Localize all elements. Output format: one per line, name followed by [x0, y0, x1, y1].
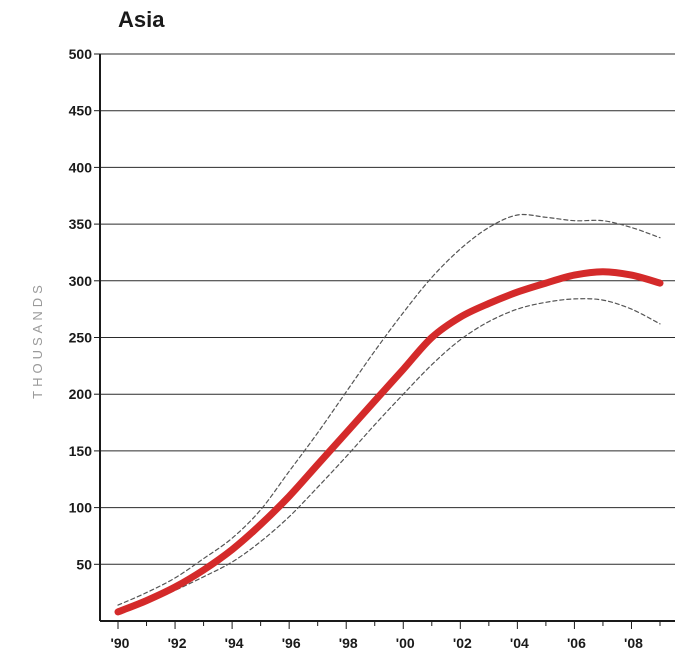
y-tick-label: 250 — [69, 330, 93, 346]
x-tick-label: '02 — [453, 635, 472, 651]
x-tick-label: '94 — [225, 635, 244, 651]
x-tick-label: '08 — [624, 635, 643, 651]
x-tick-label: '92 — [168, 635, 187, 651]
y-tick-label: 50 — [76, 556, 92, 572]
series-line-central-estimate — [114, 268, 664, 616]
series-lines — [114, 213, 664, 616]
x-tick-label: '96 — [282, 635, 301, 651]
x-tick-label: '04 — [510, 635, 529, 651]
y-tick-label: 200 — [69, 386, 93, 402]
x-tick-label: '90 — [111, 635, 130, 651]
y-tick-label: 500 — [69, 46, 93, 62]
series-line-upper-bound — [117, 213, 661, 606]
y-tick-label: 300 — [69, 273, 93, 289]
y-tick-label: 100 — [69, 500, 93, 516]
x-tick-label: '98 — [339, 635, 358, 651]
y-tick-label: 400 — [69, 159, 93, 175]
gridlines — [100, 53, 675, 565]
series-line-lower-bound — [117, 298, 661, 614]
x-tick-labels: '90 '92 '94 '96 '98 '00 '02 '04 '06 '08 — [111, 621, 661, 651]
y-tick-label: 150 — [69, 443, 93, 459]
y-tick-label: 450 — [69, 103, 93, 119]
y-tick-label: 350 — [69, 216, 93, 232]
y-axis-label: THOUSANDS — [30, 281, 45, 399]
x-tick-label: '00 — [396, 635, 415, 651]
x-tick-label: '06 — [567, 635, 586, 651]
chart-title: Asia — [118, 7, 165, 32]
y-tick-labels: 50 100 150 200 250 300 350 400 450 500 — [69, 46, 100, 572]
